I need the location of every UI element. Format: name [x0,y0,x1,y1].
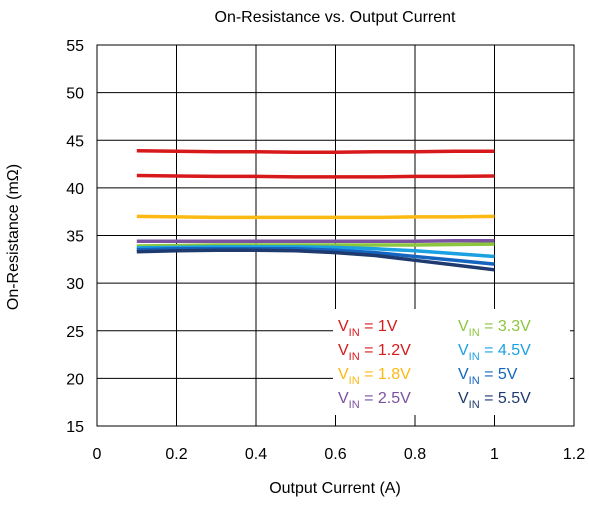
y-tick-label: 20 [66,371,84,388]
legend-item-4: VIN = 2.5V [338,390,411,411]
series-line-1 [136,148,495,154]
series-line-4 [136,238,495,243]
legend: VIN = 1V VIN = 1.2V VIN = 1.8V VIN = 2.5V VI… [333,309,570,415]
x-tick-labels: 0 0.2 0.4 0.6 0.8 1 1.2 [93,446,586,463]
series-line-8 [136,248,495,272]
x-tick-label: 0 [93,446,102,463]
chart-title: On-Resistance vs. Output Current [215,9,457,26]
series-line-3 [136,214,495,220]
legend-background [333,309,570,415]
y-tick-label: 45 [66,133,84,150]
legend-item-8: VIN = 5.5V [458,390,531,411]
x-tick-label: 1.2 [563,446,585,463]
series-line-2 [136,173,495,179]
legend-item-6: VIN = 4.5V [458,342,531,363]
x-tick-label: 0.6 [324,446,346,463]
x-tick-label: 1 [490,446,499,463]
x-tick-label: 0.2 [165,446,187,463]
legend-item-1: VIN = 1V [338,318,398,339]
plot-frame [96,44,575,427]
legend-item-3: VIN = 1.8V [338,366,411,387]
series-lines [136,148,495,272]
y-tick-label: 25 [66,324,84,341]
legend-item-2: VIN = 1.2V [338,342,411,363]
y-tick-labels: 15 20 25 30 35 40 45 50 55 [66,38,84,436]
y-tick-label: 55 [66,38,84,55]
x-axis-label: Output Current (A) [269,480,401,497]
y-tick-label: 15 [66,419,84,436]
x-tick-label: 0.8 [404,446,426,463]
legend-item-7: VIN = 5V [458,366,518,387]
y-tick-label: 30 [66,276,84,293]
y-tick-label: 50 [66,86,84,103]
y-tick-label: 40 [66,181,84,198]
legend-item-5: VIN = 3.3V [458,318,531,339]
y-axis-label: On-Resistance (mΩ) [5,164,22,310]
y-tick-label: 35 [66,229,84,246]
x-tick-label: 0.4 [245,446,267,463]
series-line-5 [136,242,495,248]
